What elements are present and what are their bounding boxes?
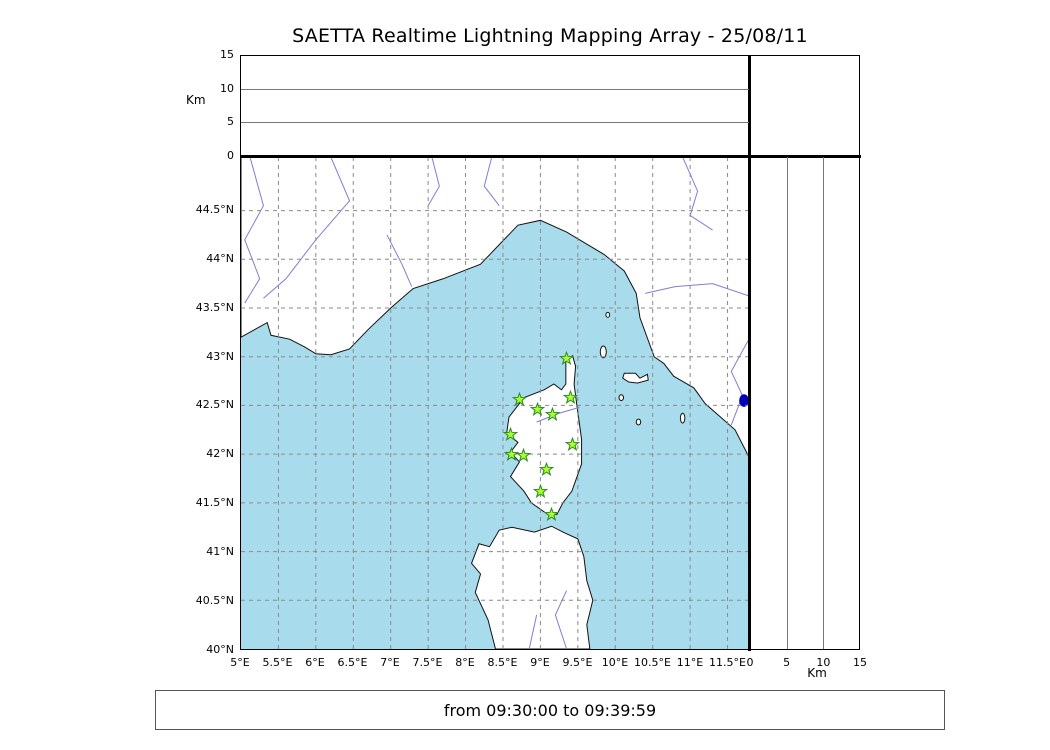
time-window-box: from 09:30:00 to 09:39:59 bbox=[155, 690, 945, 730]
lat-tick-label: 41.5°N bbox=[195, 496, 234, 510]
lat-tick-label: 40°N bbox=[206, 643, 234, 656]
montecristo-island bbox=[636, 419, 640, 425]
lon-tick-label: 11°E bbox=[676, 656, 704, 669]
station-star-icon bbox=[502, 427, 518, 442]
station-star-icon bbox=[544, 406, 561, 421]
station-star-icon bbox=[543, 506, 560, 521]
station-marker bbox=[564, 436, 581, 452]
altitude-longitude-panel bbox=[240, 55, 751, 157]
station-star-icon bbox=[503, 446, 520, 461]
station-star-icon bbox=[562, 389, 578, 405]
corner-panel bbox=[750, 55, 860, 157]
lon-tick-label: 7°E bbox=[380, 656, 400, 669]
station-star-icon bbox=[515, 447, 532, 462]
altitude-latitude-panel bbox=[750, 156, 860, 650]
lat-tick-label: 41°N bbox=[206, 545, 234, 559]
elba-island bbox=[623, 373, 648, 383]
station-marker bbox=[503, 446, 520, 461]
altitude-tick-label: 15 bbox=[220, 48, 234, 61]
lat-tick-label: 40.5°N bbox=[195, 594, 234, 608]
altitude-tick-label: 10 bbox=[816, 656, 831, 669]
lon-tick-label: 11.5°E bbox=[709, 656, 746, 669]
altitude-tick-label: 0 bbox=[746, 656, 754, 669]
time-window-text: from 09:30:00 to 09:39:59 bbox=[443, 700, 657, 720]
page-title: SAETTA Realtime Lightning Mapping Array … bbox=[292, 25, 808, 47]
altitude-gridline bbox=[241, 122, 749, 124]
lat-tick-label: 43.5°N bbox=[195, 300, 234, 314]
altitude-axis-label-left: Km bbox=[186, 93, 206, 107]
station-marker bbox=[515, 447, 532, 462]
lon-tick-label: 8.5°E bbox=[487, 656, 518, 669]
altitude-tick-label: 15 bbox=[853, 656, 867, 669]
lon-tick-label: 5.5°E bbox=[262, 656, 293, 669]
lat-tick-label: 43°N bbox=[206, 349, 234, 363]
station-star-icon bbox=[529, 401, 545, 416]
lat-tick-label: 44°N bbox=[206, 251, 234, 265]
station-marker bbox=[543, 506, 560, 521]
station-marker bbox=[562, 389, 578, 405]
altitude-tick-label: 10 bbox=[220, 81, 234, 95]
station-star-icon bbox=[532, 483, 548, 499]
altitude-tick-label: 5 bbox=[783, 656, 791, 669]
lake-bolsena bbox=[739, 394, 749, 407]
lat-tick-label: 42°N bbox=[206, 447, 234, 461]
altitude-gridline bbox=[241, 88, 749, 90]
map-panel bbox=[240, 156, 751, 650]
gorgona-island bbox=[606, 312, 610, 317]
giglio-island bbox=[680, 413, 684, 423]
map-canvas bbox=[241, 157, 750, 649]
station-star-icon bbox=[511, 391, 527, 407]
mainland-coastline bbox=[241, 157, 750, 459]
lat-tick-label: 42.5°N bbox=[195, 398, 234, 412]
station-marker bbox=[538, 461, 555, 476]
station-star-icon bbox=[564, 436, 581, 452]
panel-separator-vertical bbox=[748, 55, 751, 651]
altitude-tick-label: 0 bbox=[227, 149, 234, 162]
lat-tick-label: 44.5°N bbox=[195, 202, 234, 216]
map-graticule bbox=[241, 157, 750, 649]
station-star-icon bbox=[558, 350, 575, 366]
panel-separator-horizontal bbox=[240, 155, 861, 158]
station-marker bbox=[511, 391, 527, 407]
lon-tick-label: 9.5°E bbox=[562, 656, 593, 669]
station-marker bbox=[558, 350, 575, 366]
altitude-gridline bbox=[786, 157, 788, 649]
lon-tick-label: 8°E bbox=[455, 656, 475, 669]
lon-tick-label: 9°E bbox=[530, 656, 550, 669]
station-marker bbox=[544, 406, 561, 421]
lon-tick-label: 5°E bbox=[230, 656, 250, 669]
lon-tick-label: 10°E bbox=[601, 656, 629, 669]
pianosa-island bbox=[619, 395, 623, 401]
altitude-axis-label-bottom: Km bbox=[807, 666, 827, 680]
lon-tick-label: 7.5°E bbox=[412, 656, 443, 669]
altitude-gridline bbox=[823, 157, 825, 649]
lon-tick-label: 6°E bbox=[305, 656, 325, 669]
station-marker bbox=[532, 483, 548, 499]
capraia-island bbox=[600, 346, 606, 358]
lon-tick-label: 10.5°E bbox=[634, 656, 671, 669]
station-marker bbox=[502, 427, 518, 442]
sardinia-coastline bbox=[472, 526, 593, 649]
lon-tick-label: 6.5°E bbox=[337, 656, 368, 669]
altitude-tick-label: 5 bbox=[227, 115, 234, 129]
station-marker bbox=[529, 401, 545, 416]
station-star-icon bbox=[538, 461, 555, 476]
